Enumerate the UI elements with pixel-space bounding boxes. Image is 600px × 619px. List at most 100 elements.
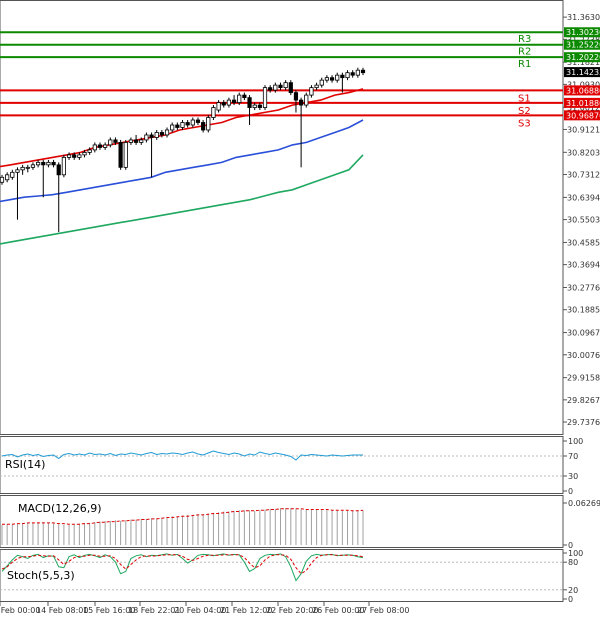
candle-body [324,77,330,81]
x-axis-label: 13 Feb 00:00 [0,606,40,615]
price-axis-label: 31.18210 [567,58,600,67]
candle-body [242,94,247,98]
candle-body [77,154,82,158]
pivot-price-tag-r1: 31.20220 [566,53,600,62]
candle-body [195,119,201,123]
rsi-pane-frame [0,436,564,494]
candle-body [293,92,299,101]
candle-body [314,84,319,89]
stoch-axis-label: 100 [568,549,583,558]
main-pane-frame [0,0,564,435]
rsi-axis-label: 70 [568,452,578,461]
macd-pane-frame [0,495,564,548]
candle-body [66,154,72,158]
candle-body [123,142,128,168]
candle-body [340,74,345,79]
price-axis-label: 30.09670 [567,329,600,338]
candle-body [309,87,314,96]
pivot-level-label-s2: S2 [518,106,531,117]
candle-body [92,144,97,151]
x-axis-label: 22 Feb 20:00 [266,606,318,615]
candle-body [211,107,216,118]
candle-body [113,139,118,143]
candle-body [133,139,139,143]
macd-pane: 0.062698 0 [1,499,600,550]
pivot-price-tag-s3: 30.96870 [566,111,600,120]
x-axis-label: 27 Feb 08:00 [357,606,409,615]
candle-body [41,161,46,166]
candle-body [216,102,221,111]
candle-body [360,69,366,74]
moving-average-line-3 [0,154,364,245]
macd-signal-line [2,508,364,525]
pivot-level-label-r2: R2 [518,47,531,58]
candle-body [185,122,190,126]
candle-body [278,84,283,89]
stoch-axis-label: 20 [568,586,578,595]
x-axis-label: 15 Feb 16:00 [83,606,135,615]
candle-body [25,166,30,169]
candle-body [221,102,226,106]
candle-body [190,119,195,126]
price-axis-label: 30.36940 [567,261,600,270]
candle-body [164,129,170,136]
candle-body [15,169,20,173]
candle-body [20,166,25,171]
rsi-axis-label: 100 [568,437,583,446]
x-axis-label: 21 Feb 12:00 [220,606,272,615]
price-axis-label: 30.91210 [567,125,600,134]
current-price-tag: 31.14233 [566,68,600,77]
candle-body [226,99,232,106]
price-axis-label: 30.45850 [567,238,600,247]
candle-body [56,164,61,176]
candle-body [87,149,92,153]
pivot-level-label-r3: R3 [518,34,531,45]
rsi-label: RSI(14) [5,458,45,471]
candle-body [154,132,159,138]
pivot-price-tag-s1: 31.06880 [566,86,600,95]
candle-body [273,84,278,91]
candle-body [144,134,149,141]
candle-body [108,139,113,146]
candle-body [335,74,340,81]
candle-body [103,144,108,148]
candle-body [159,132,164,136]
pivot-price-tag-bg [564,85,600,96]
candle-body [247,97,252,108]
rsi-line [1,450,363,461]
candle-body [51,161,56,166]
price-axis-label: 30.00760 [567,351,600,360]
candle-body [252,104,257,108]
candle-body [30,164,36,168]
candle-body [319,79,324,86]
price-axis-label: 31.36300 [567,13,600,22]
pivot-price-tag-s2: 31.01880 [566,99,600,108]
price-axis-label: 29.73760 [567,418,600,427]
pivot-price-tag-bg [564,52,600,63]
price-axis-label: 30.63940 [567,193,600,202]
pivot-price-tag-r3: 31.30230 [566,28,600,37]
candle-body [257,104,262,108]
macd-axis-label: 0.062698 [568,499,600,508]
candle-body [329,77,335,81]
pivot-level-label-s1: S1 [518,93,531,104]
candle-body [206,117,211,131]
pivot-level-label-s3: S3 [518,118,531,129]
candle-body [139,139,144,143]
pivot-price-tag-bg [564,97,600,108]
pivot-price-tag-bg [564,27,600,38]
x-axis-label: 26 Feb 00:00 [312,606,364,615]
candle-body [149,134,154,138]
moving-average-line-2 [0,119,364,203]
candle-body [10,171,15,178]
price-axis-label: 29.82670 [567,396,600,405]
candle-body [72,154,77,158]
stoch-pane-frame [0,549,564,602]
candle-body [288,82,293,94]
candle-body [175,124,180,128]
candle-body [170,124,175,131]
candle-body [82,151,87,156]
candle-body [345,72,350,79]
candle-body [299,99,304,106]
